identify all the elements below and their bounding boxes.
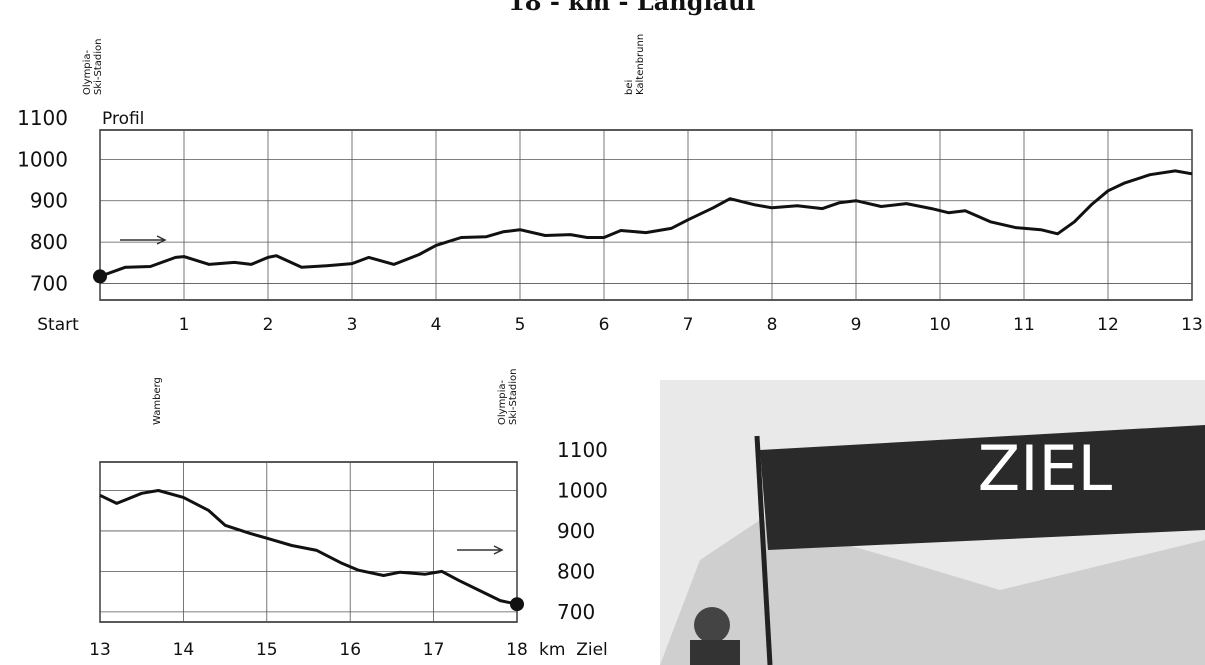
direction-arrow xyxy=(457,545,504,555)
x-tick-label: 17 xyxy=(423,640,445,660)
x-tick-label: 1 xyxy=(179,315,190,335)
pole xyxy=(754,435,773,665)
profile-line xyxy=(99,169,1193,278)
x-tick-label: 3 xyxy=(347,315,358,335)
x-tick-label: Start xyxy=(37,315,79,335)
y-tick-label: 1000 xyxy=(17,147,68,171)
annotation-text: Ski-Stadion xyxy=(508,368,519,425)
x-tick-label: 12 xyxy=(1097,315,1119,335)
x-tick-label: 14 xyxy=(173,640,195,660)
title: 18 - km - Langlauf xyxy=(508,0,758,16)
x-tick-label: 9 xyxy=(851,315,862,335)
x-tick-label: 5 xyxy=(515,315,526,335)
x-tick-label: 16 xyxy=(339,640,361,660)
x-tick-label: 11 xyxy=(1013,315,1035,335)
y-tick-label: 700 xyxy=(557,600,595,624)
plot-frame xyxy=(99,129,1193,301)
photo-snow xyxy=(660,520,1205,665)
x-tick-label: 10 xyxy=(929,315,951,335)
person-body xyxy=(690,640,740,665)
x-tick-label: 13 xyxy=(89,640,111,660)
annotation: Olympia- Ski-Stadion xyxy=(82,38,104,95)
direction-arrow xyxy=(120,235,167,245)
annotation: Wamberg xyxy=(152,377,163,425)
y-tick-label: 700 xyxy=(30,271,68,295)
x-tick-label: 4 xyxy=(431,315,442,335)
annotation-text: Kaltenbrunn xyxy=(635,34,646,95)
banner xyxy=(760,425,1205,550)
annotation-text: bei xyxy=(624,80,635,95)
x-tick-label: 7 xyxy=(683,315,694,335)
annotation: Olympia- Ski-Stadion xyxy=(497,368,519,425)
endpoint-dot xyxy=(93,269,107,284)
x-tick-label: 2 xyxy=(263,315,274,335)
banner-text: ZIEL xyxy=(978,432,1113,505)
y-tick-label: 900 xyxy=(557,519,595,543)
annotation: bei Kaltenbrunn xyxy=(624,34,646,95)
plot-frame xyxy=(99,461,518,623)
y-tick-label: 800 xyxy=(557,559,595,583)
annotation-text: Ski-Stadion xyxy=(93,38,104,95)
endpoint-dot xyxy=(510,597,524,612)
x-tick-label: 8 xyxy=(767,315,778,335)
y-tick-label: 900 xyxy=(30,189,68,213)
annotation-text: Wamberg xyxy=(152,377,163,425)
axis-label: Profil xyxy=(102,109,144,129)
x-tick-label: 13 xyxy=(1181,315,1203,335)
y-tick-label: 1000 xyxy=(557,478,608,502)
photo: ZIEL xyxy=(660,380,1205,665)
x-tick-label: 6 xyxy=(599,315,610,335)
y-tick-label: 1100 xyxy=(17,106,68,130)
profile-line xyxy=(99,489,518,606)
annotation-text: Olympia- xyxy=(497,379,508,425)
x-tick-label: 15 xyxy=(256,640,278,660)
y-tick-label: 1100 xyxy=(557,438,608,462)
x-axis-label: km Ziel xyxy=(539,640,608,660)
person xyxy=(694,607,730,643)
annotation-text: Olympia- xyxy=(82,49,93,95)
x-tick-label: 18 xyxy=(506,640,528,660)
y-tick-label: 800 xyxy=(30,230,68,254)
